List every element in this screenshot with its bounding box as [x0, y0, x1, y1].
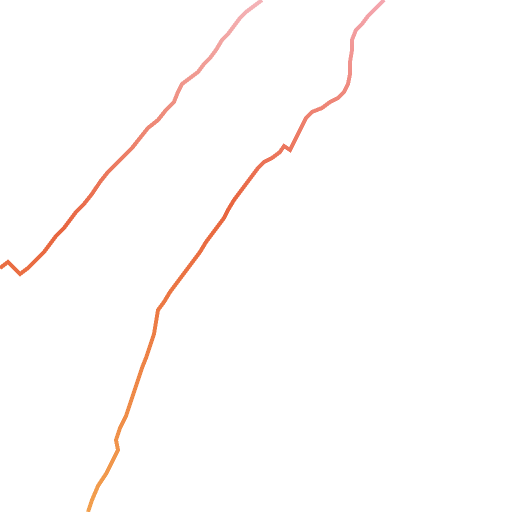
route-line-right [86, 0, 386, 512]
route-line-left [0, 0, 264, 277]
